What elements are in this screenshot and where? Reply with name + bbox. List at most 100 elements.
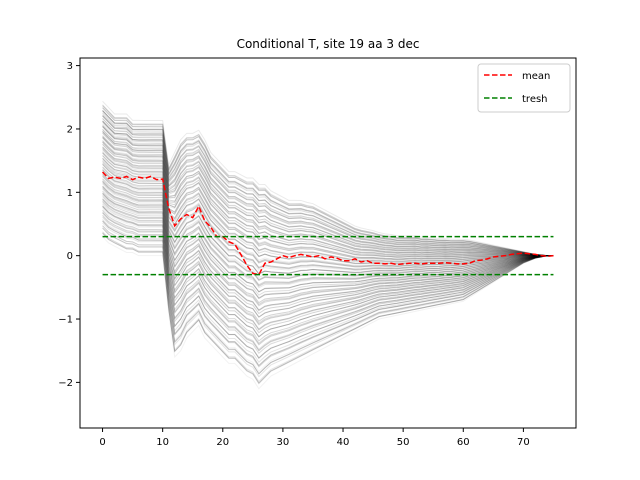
sample-trace [102,180,554,304]
sample-trace [102,158,554,271]
sample-trace [102,190,554,318]
sample-trace [102,100,554,257]
legend-box [477,63,571,113]
y-axis: −2 −1 0 1 2 3 [58,61,80,389]
sample-trace [102,222,554,367]
sample-trace [102,186,554,315]
sample-trace [102,118,554,257]
sample-trace [102,155,554,270]
sample-trace [102,115,554,257]
sample-trace [102,134,554,257]
sample-trace [102,217,554,359]
sample-trace [102,179,554,305]
sample-trace [102,162,554,275]
legend-tresh-label: tresh [522,94,548,105]
sample-trace [102,140,554,260]
sample-trace [102,105,554,257]
sample-trace [102,137,554,258]
sample-trace [102,169,554,286]
sample-trace [102,141,554,261]
sample-trace [102,115,554,257]
x-tick-label: 10 [156,437,169,448]
x-tick-label: 40 [337,437,350,448]
sample-trace [102,219,554,363]
plot-frame [79,57,577,429]
sample-trace [102,115,554,257]
sample-trace [102,193,554,326]
sample-trace [102,173,554,293]
sample-trace [102,146,554,263]
sample-trace [102,208,554,345]
sample-trace [102,216,554,359]
sample-trace [102,105,554,257]
sample-trace [102,175,554,300]
sample-trace [102,227,554,378]
sample-trace [102,104,554,257]
sample-trace [102,169,554,287]
sample-trace [102,209,554,352]
sample-trace [102,131,554,257]
x-tick-label: 30 [277,437,290,448]
sample-trace [102,132,554,257]
sample-trace [102,176,554,299]
sample-trace [102,135,554,257]
sample-trace [102,231,554,385]
sample-trace [102,120,554,257]
sample-trace [102,107,554,257]
y-tick-label: 3 [67,61,73,72]
sample-trace [102,151,554,265]
sample-trace [102,220,554,367]
sample-trace [102,114,554,257]
sample-trace [102,129,554,257]
sample-trace [102,163,554,279]
sample-trace [102,196,554,331]
sample-trace [102,112,554,257]
sample-trace [102,148,554,265]
sample-trace [102,181,554,307]
sample-trace [102,194,554,325]
sample-trace [102,158,554,272]
sample-trace [102,143,554,261]
sample-trace [102,205,554,345]
sample-trace [102,227,554,375]
sample-trace [102,144,554,262]
sample-trace [102,107,554,257]
sample-trace [102,192,554,324]
sample-trace [102,147,554,264]
sample-trace [102,120,554,257]
sample-trace [102,175,554,296]
sample-trace [102,225,554,373]
y-tick-label: 1 [67,188,73,199]
legend: mean tresh [477,63,571,113]
sample-trace [102,169,554,289]
sample-trace [102,182,554,306]
sample-trace [102,123,554,257]
sample-trace [102,192,554,322]
x-tick-label: 60 [457,437,470,448]
sample-trace [102,167,554,287]
sample-trace [102,141,554,260]
sample-trace [102,111,554,257]
sample-trace [102,198,554,330]
sample-trace [102,171,554,293]
sample-trace [102,132,554,257]
sample-trace [102,232,554,383]
sample-trace [102,202,554,338]
sample-trace [102,173,554,293]
legend-mean-label: mean [522,71,550,82]
series-layer [102,171,554,276]
sample-trace [102,199,554,334]
sample-trace [102,149,554,265]
sample-trace [102,125,554,257]
sample-trace [102,118,554,257]
x-axis: 0 10 20 30 40 50 60 70 [99,428,530,448]
mean-line-0 [102,171,554,276]
sample-trace [102,137,554,258]
y-tick-label: 2 [67,124,73,135]
sample-trace [102,212,554,352]
chart-title: Conditional T, site 19 aa 3 dec [237,37,420,51]
sample-trace [102,110,554,257]
sample-trace [102,206,554,346]
sample-trace [102,211,554,350]
sample-trace [102,214,554,359]
